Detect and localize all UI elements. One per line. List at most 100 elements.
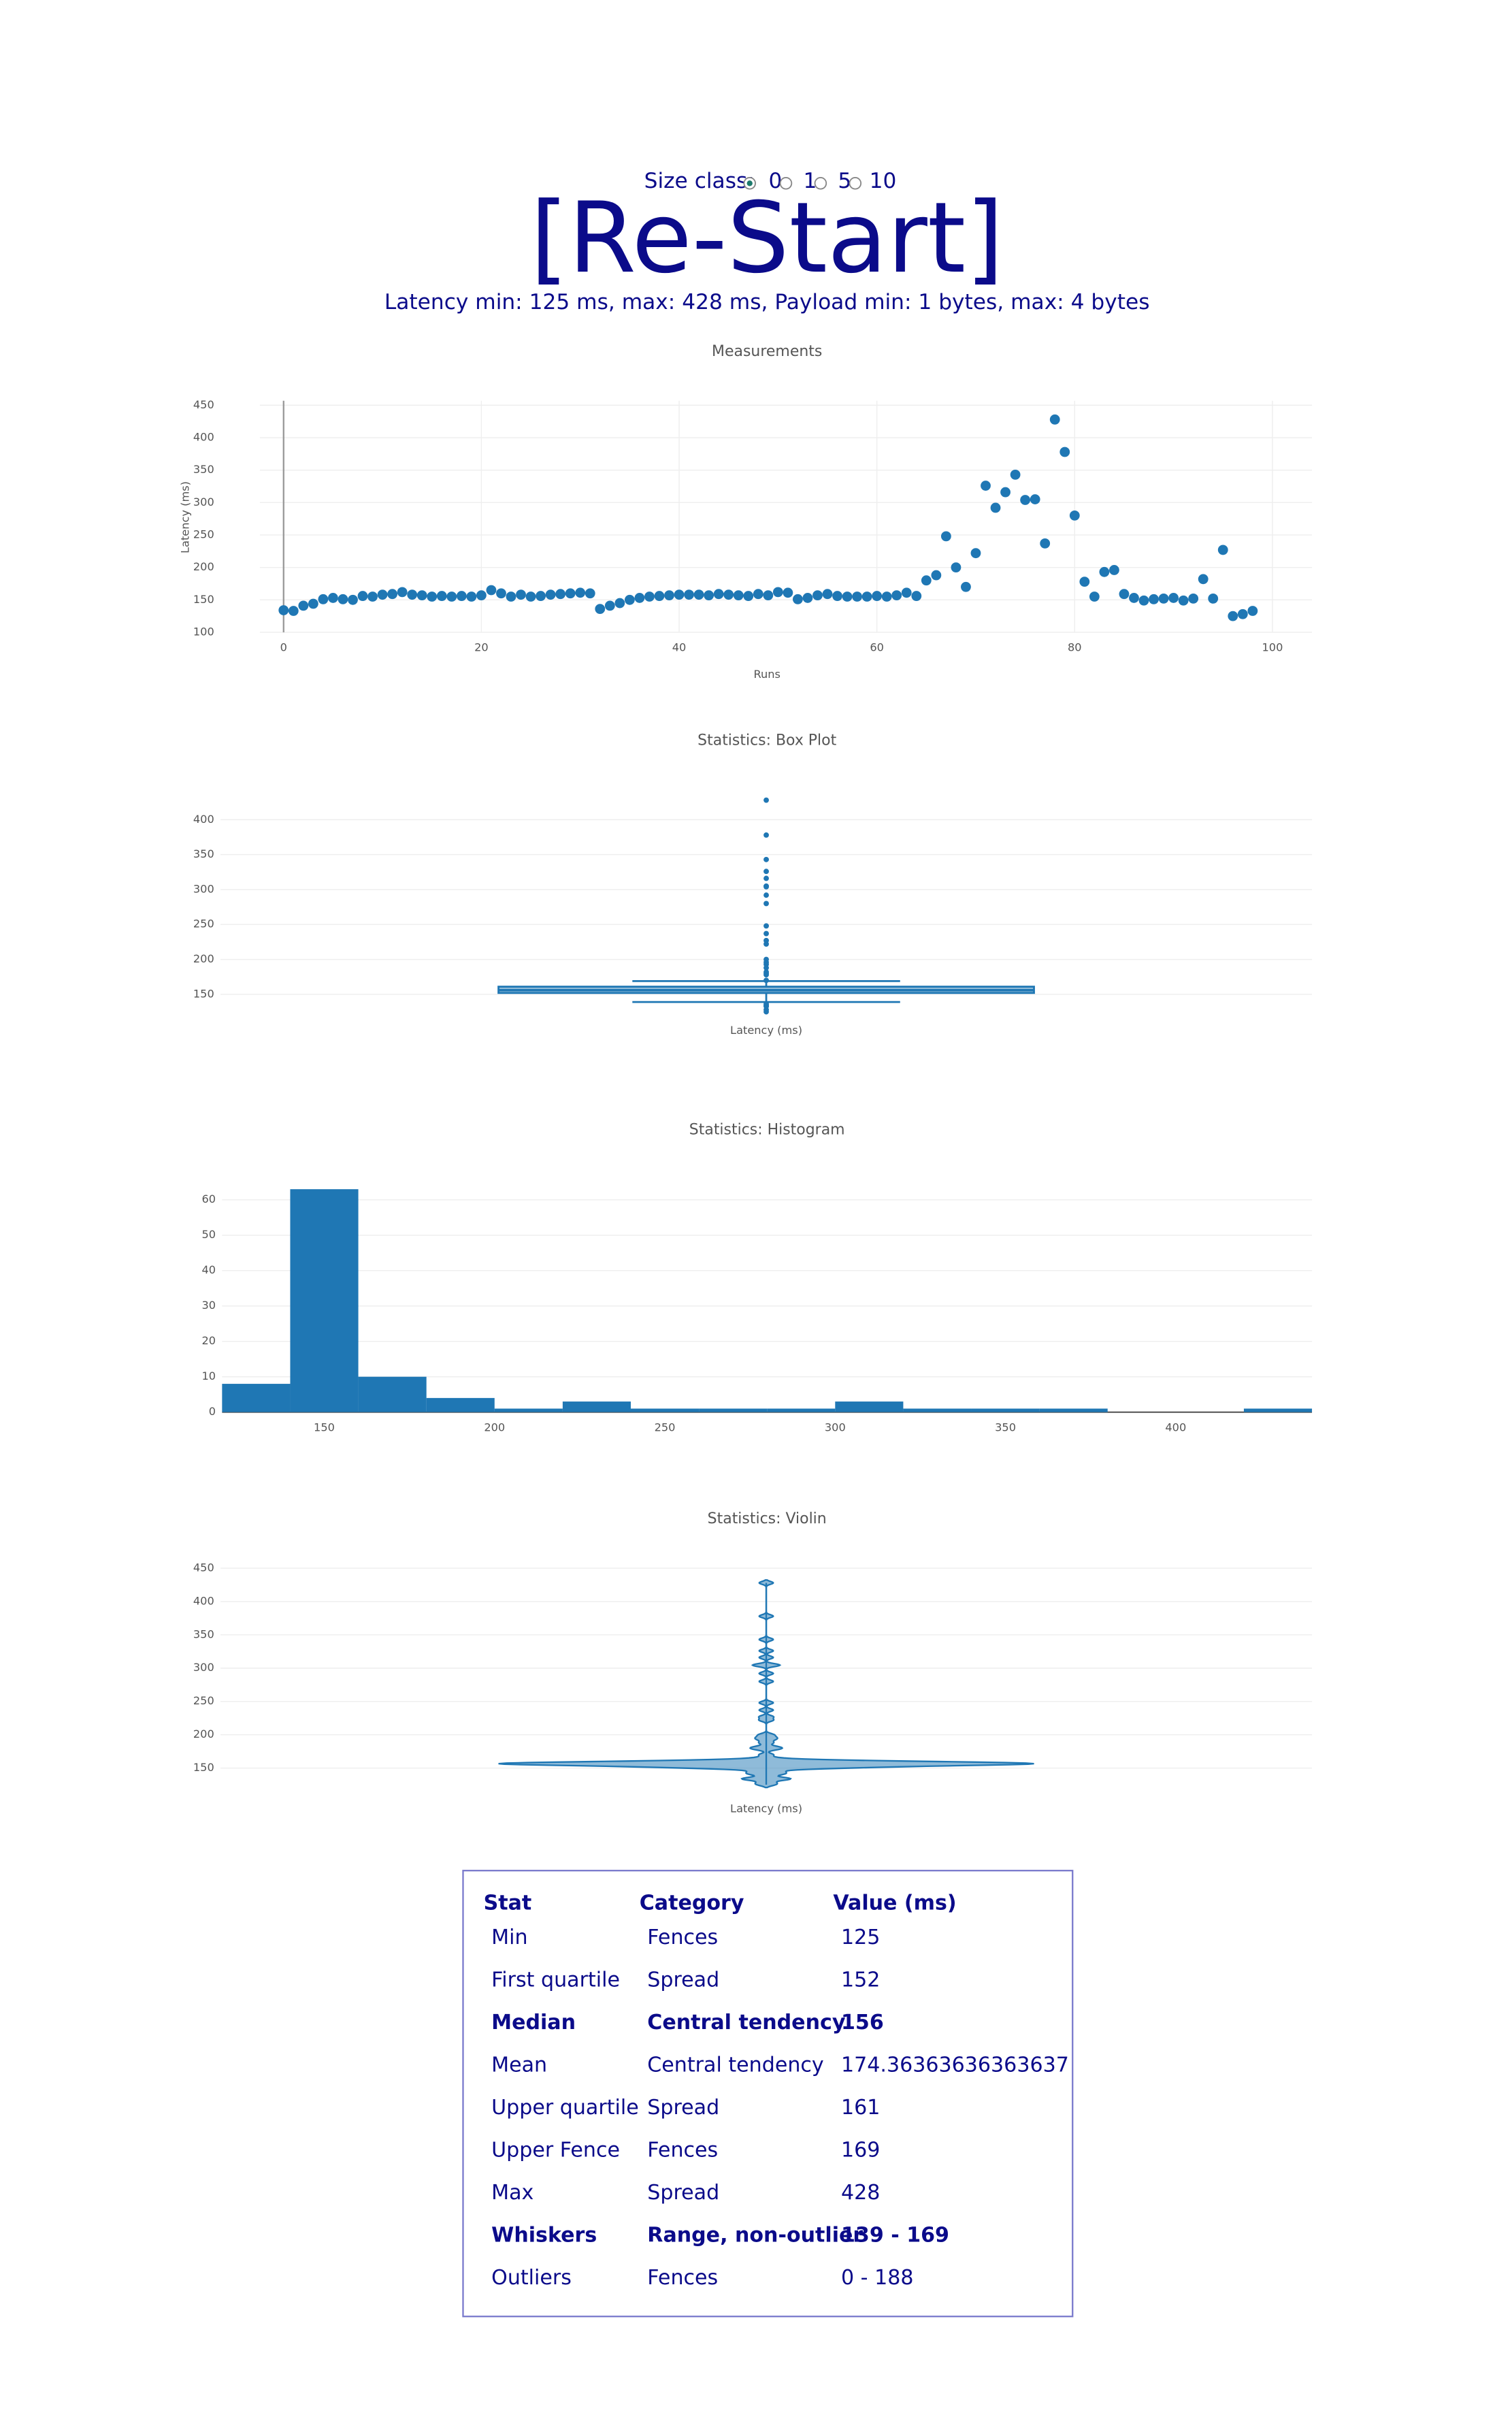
data-point [1059,447,1070,457]
data-point [525,591,536,602]
data-point [1099,566,1110,577]
size-class-label: Size class: [644,169,755,193]
x-tick-label: 60 [870,641,884,654]
bar [971,1408,1040,1412]
table-cell: 152 [841,1968,880,1992]
data-point [555,589,566,600]
data-point [743,591,754,601]
bar [630,1408,700,1412]
y-tick-label: 200 [193,952,214,965]
table-cell: Upper Fence [491,2139,620,2162]
x-tick-label: 0 [280,641,287,654]
data-point [1119,589,1130,600]
data-point [733,590,744,601]
x-tick-label: 200 [484,1421,505,1433]
outlier [763,832,769,838]
data-point [1158,593,1169,604]
outlier [763,869,769,875]
table-cell: Spread [647,2181,719,2205]
y-tick-label: 400 [193,813,214,826]
data-point [1247,606,1258,616]
data-point [397,587,408,598]
x-tick-label: 400 [1165,1421,1186,1433]
data-point [861,591,872,602]
data-point [723,589,734,600]
radio-label[interactable]: 1 [803,169,817,193]
table-cell: Spread [647,1968,719,1992]
outlier [763,956,769,962]
table-cell: Whiskers [491,2224,597,2248]
outlier [763,797,769,803]
x-tick-label: 350 [995,1421,1016,1433]
table-cell: 161 [841,2096,880,2120]
data-point [684,589,694,600]
table-cell: Fences [647,2266,718,2290]
data-point [407,589,418,600]
y-tick-label: 250 [193,528,214,540]
table-cell: 174.36363636363637 [841,2054,1069,2077]
y-tick-label: 10 [201,1369,216,1382]
data-point [595,604,606,615]
bar [835,1401,904,1412]
y-tick-label: 450 [193,398,214,411]
data-point [1198,574,1209,585]
radio-label[interactable]: 0 [769,169,783,193]
y-tick-label: 450 [193,1561,214,1574]
chart-title: Statistics: Violin [708,1510,827,1527]
data-point [891,590,902,601]
bar [426,1397,495,1412]
y-tick-label: 100 [193,625,214,638]
bar [1039,1408,1108,1412]
data-point [911,591,922,601]
data-point [654,591,665,601]
table-header: Value (ms) [833,1891,956,1915]
table-cell: 0 - 188 [841,2266,914,2290]
data-point [1089,591,1100,602]
data-point [961,581,971,592]
outlier [763,856,769,862]
data-point [585,588,595,599]
data-point [634,593,645,603]
outlier [763,1001,769,1007]
y-tick-label: 40 [201,1263,216,1276]
data-point [565,588,576,599]
table-frame [462,1870,1074,2318]
data-point [1138,595,1149,606]
table-cell: Range, non-outlier [647,2224,863,2248]
bar [290,1189,359,1412]
y-tick-label: 400 [193,431,214,444]
table-cell: 169 [841,2139,880,2162]
y-tick-label: 0 [209,1405,216,1418]
data-point [328,593,338,603]
radio-button[interactable] [814,177,827,190]
x-tick-label: 300 [825,1421,846,1433]
radio-button[interactable] [779,177,793,190]
bar [767,1408,836,1412]
data-point [624,594,635,605]
outlier [763,923,769,929]
data-point [427,591,438,602]
table-cell: 428 [841,2181,880,2205]
data-point [753,589,763,600]
data-point [476,590,487,601]
data-point [545,589,556,600]
y-tick-label: 150 [193,593,214,606]
outlier [763,875,769,881]
chart-title: Statistics: Histogram [689,1121,845,1138]
table-cell: Central tendency [647,2011,846,2034]
table-header: Category [640,1891,744,1915]
radio-label[interactable]: 5 [838,169,851,193]
radio-label[interactable]: 10 [870,169,897,193]
table-cell: Fences [647,2139,718,2162]
radio-button[interactable] [849,177,862,190]
data-point [1228,611,1238,621]
data-point [456,591,467,601]
bar [903,1408,972,1412]
page-title: [Re-Start] [530,181,1004,295]
x-tick-label: Latency (ms) [730,1802,802,1815]
data-point [921,575,932,586]
y-tick-label: 200 [193,1728,214,1740]
data-point [832,591,842,601]
table-cell: 125 [841,1926,880,1949]
